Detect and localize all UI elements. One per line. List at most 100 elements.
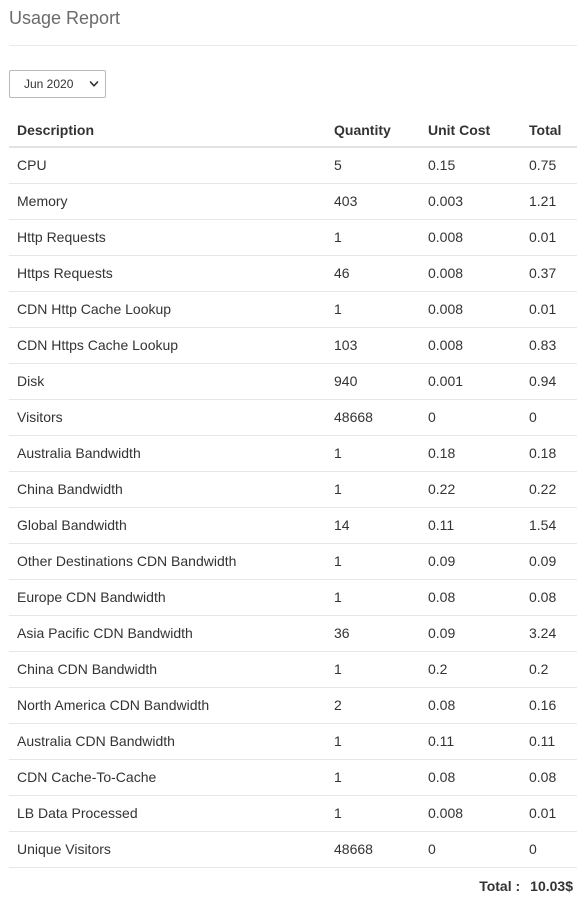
table-row: LB Data Processed 1 0.008 0.01 [9, 795, 577, 832]
cell-total: 0.01 [521, 795, 577, 832]
cell-total: 0.94 [521, 363, 577, 400]
cell-description: Asia Pacific CDN Bandwidth [9, 615, 326, 652]
table-row: China CDN Bandwidth 1 0.2 0.2 [9, 651, 577, 688]
cell-total: 0.08 [521, 759, 577, 796]
cell-description: North America CDN Bandwidth [9, 687, 326, 724]
chevron-down-icon [89, 81, 99, 87]
table-row: Global Bandwidth 14 0.11 1.54 [9, 507, 577, 544]
table-row: Other Destinations CDN Bandwidth 1 0.09 … [9, 543, 577, 580]
usage-table: Description Quantity Unit Cost Total CPU… [9, 113, 577, 868]
table-row: CDN Https Cache Lookup 103 0.008 0.83 [9, 327, 577, 364]
table-row: CDN Http Cache Lookup 1 0.008 0.01 [9, 291, 577, 328]
cell-quantity: 1 [326, 723, 420, 760]
table-row: Europe CDN Bandwidth 1 0.08 0.08 [9, 579, 577, 616]
cell-total: 0.83 [521, 327, 577, 364]
cell-total: 0.2 [521, 651, 577, 688]
cell-total: 0.22 [521, 471, 577, 508]
table-row: CPU 5 0.15 0.75 [9, 147, 577, 184]
cell-total: 0 [521, 831, 577, 868]
cell-unit-cost: 0.008 [420, 327, 521, 364]
table-row: Memory 403 0.003 1.21 [9, 183, 577, 220]
cell-unit-cost: 0.11 [420, 723, 521, 760]
grand-total-label: Total : [479, 878, 521, 894]
cell-unit-cost: 0.08 [420, 687, 521, 724]
cell-quantity: 1 [326, 579, 420, 616]
cell-quantity: 940 [326, 363, 420, 400]
cell-description: Disk [9, 363, 326, 400]
cell-description: Global Bandwidth [9, 507, 326, 544]
cell-total: 3.24 [521, 615, 577, 652]
cell-quantity: 1 [326, 651, 420, 688]
cell-description: Http Requests [9, 219, 326, 256]
column-header-total: Total [521, 113, 577, 148]
table-row: North America CDN Bandwidth 2 0.08 0.16 [9, 687, 577, 724]
cell-unit-cost: 0.09 [420, 615, 521, 652]
cell-unit-cost: 0.08 [420, 579, 521, 616]
table-row: Https Requests 46 0.008 0.37 [9, 255, 577, 292]
cell-description: Visitors [9, 399, 326, 436]
cell-quantity: 48668 [326, 399, 420, 436]
cell-description: Australia Bandwidth [9, 435, 326, 472]
cell-description: Unique Visitors [9, 831, 326, 868]
cell-unit-cost: 0.008 [420, 219, 521, 256]
cell-description: CDN Https Cache Lookup [9, 327, 326, 364]
cell-description: Other Destinations CDN Bandwidth [9, 543, 326, 580]
cell-quantity: 403 [326, 183, 420, 220]
cell-description: CDN Cache-To-Cache [9, 759, 326, 796]
table-row: Australia CDN Bandwidth 1 0.11 0.11 [9, 723, 577, 760]
month-select[interactable]: Jun 2020 [9, 70, 106, 98]
cell-description: CDN Http Cache Lookup [9, 291, 326, 328]
cell-quantity: 36 [326, 615, 420, 652]
cell-total: 0.75 [521, 147, 577, 184]
title-divider [9, 45, 577, 46]
grand-total: Total : 10.03$ [479, 878, 573, 894]
cell-quantity: 14 [326, 507, 420, 544]
cell-description: Europe CDN Bandwidth [9, 579, 326, 616]
cell-unit-cost: 0.08 [420, 759, 521, 796]
cell-unit-cost: 0.11 [420, 507, 521, 544]
cell-total: 0.16 [521, 687, 577, 724]
cell-description: Memory [9, 183, 326, 220]
cell-unit-cost: 0.09 [420, 543, 521, 580]
table-row: Asia Pacific CDN Bandwidth 36 0.09 3.24 [9, 615, 577, 652]
month-select-value: Jun 2020 [24, 77, 74, 91]
cell-quantity: 2 [326, 687, 420, 724]
cell-total: 1.54 [521, 507, 577, 544]
cell-unit-cost: 0.18 [420, 435, 521, 472]
cell-quantity: 1 [326, 435, 420, 472]
table-body: CPU 5 0.15 0.75 Memory 403 0.003 1.21 Ht… [9, 147, 577, 868]
cell-quantity: 1 [326, 219, 420, 256]
table-row: Disk 940 0.001 0.94 [9, 363, 577, 400]
cell-unit-cost: 0.22 [420, 471, 521, 508]
cell-total: 0.08 [521, 579, 577, 616]
cell-description: Https Requests [9, 255, 326, 292]
cell-description: LB Data Processed [9, 795, 326, 832]
page-title: Usage Report [9, 8, 121, 28]
cell-quantity: 5 [326, 147, 420, 184]
table-row: Australia Bandwidth 1 0.18 0.18 [9, 435, 577, 472]
cell-quantity: 48668 [326, 831, 420, 868]
table-row: Visitors 48668 0 0 [9, 399, 577, 436]
cell-total: 0.11 [521, 723, 577, 760]
cell-description: China CDN Bandwidth [9, 651, 326, 688]
cell-unit-cost: 0.003 [420, 183, 521, 220]
cell-unit-cost: 0 [420, 399, 521, 436]
cell-quantity: 1 [326, 543, 420, 580]
cell-quantity: 1 [326, 291, 420, 328]
column-header-description: Description [9, 113, 326, 148]
cell-quantity: 103 [326, 327, 420, 364]
column-header-quantity: Quantity [326, 113, 420, 148]
cell-unit-cost: 0.008 [420, 255, 521, 292]
cell-total: 1.21 [521, 183, 577, 220]
cell-total: 0.09 [521, 543, 577, 580]
cell-unit-cost: 0.001 [420, 363, 521, 400]
cell-unit-cost: 0.2 [420, 651, 521, 688]
cell-description: Australia CDN Bandwidth [9, 723, 326, 760]
cell-total: 0 [521, 399, 577, 436]
column-header-unit-cost: Unit Cost [420, 113, 521, 148]
cell-total: 0.18 [521, 435, 577, 472]
cell-quantity: 1 [326, 759, 420, 796]
cell-quantity: 46 [326, 255, 420, 292]
cell-unit-cost: 0 [420, 831, 521, 868]
